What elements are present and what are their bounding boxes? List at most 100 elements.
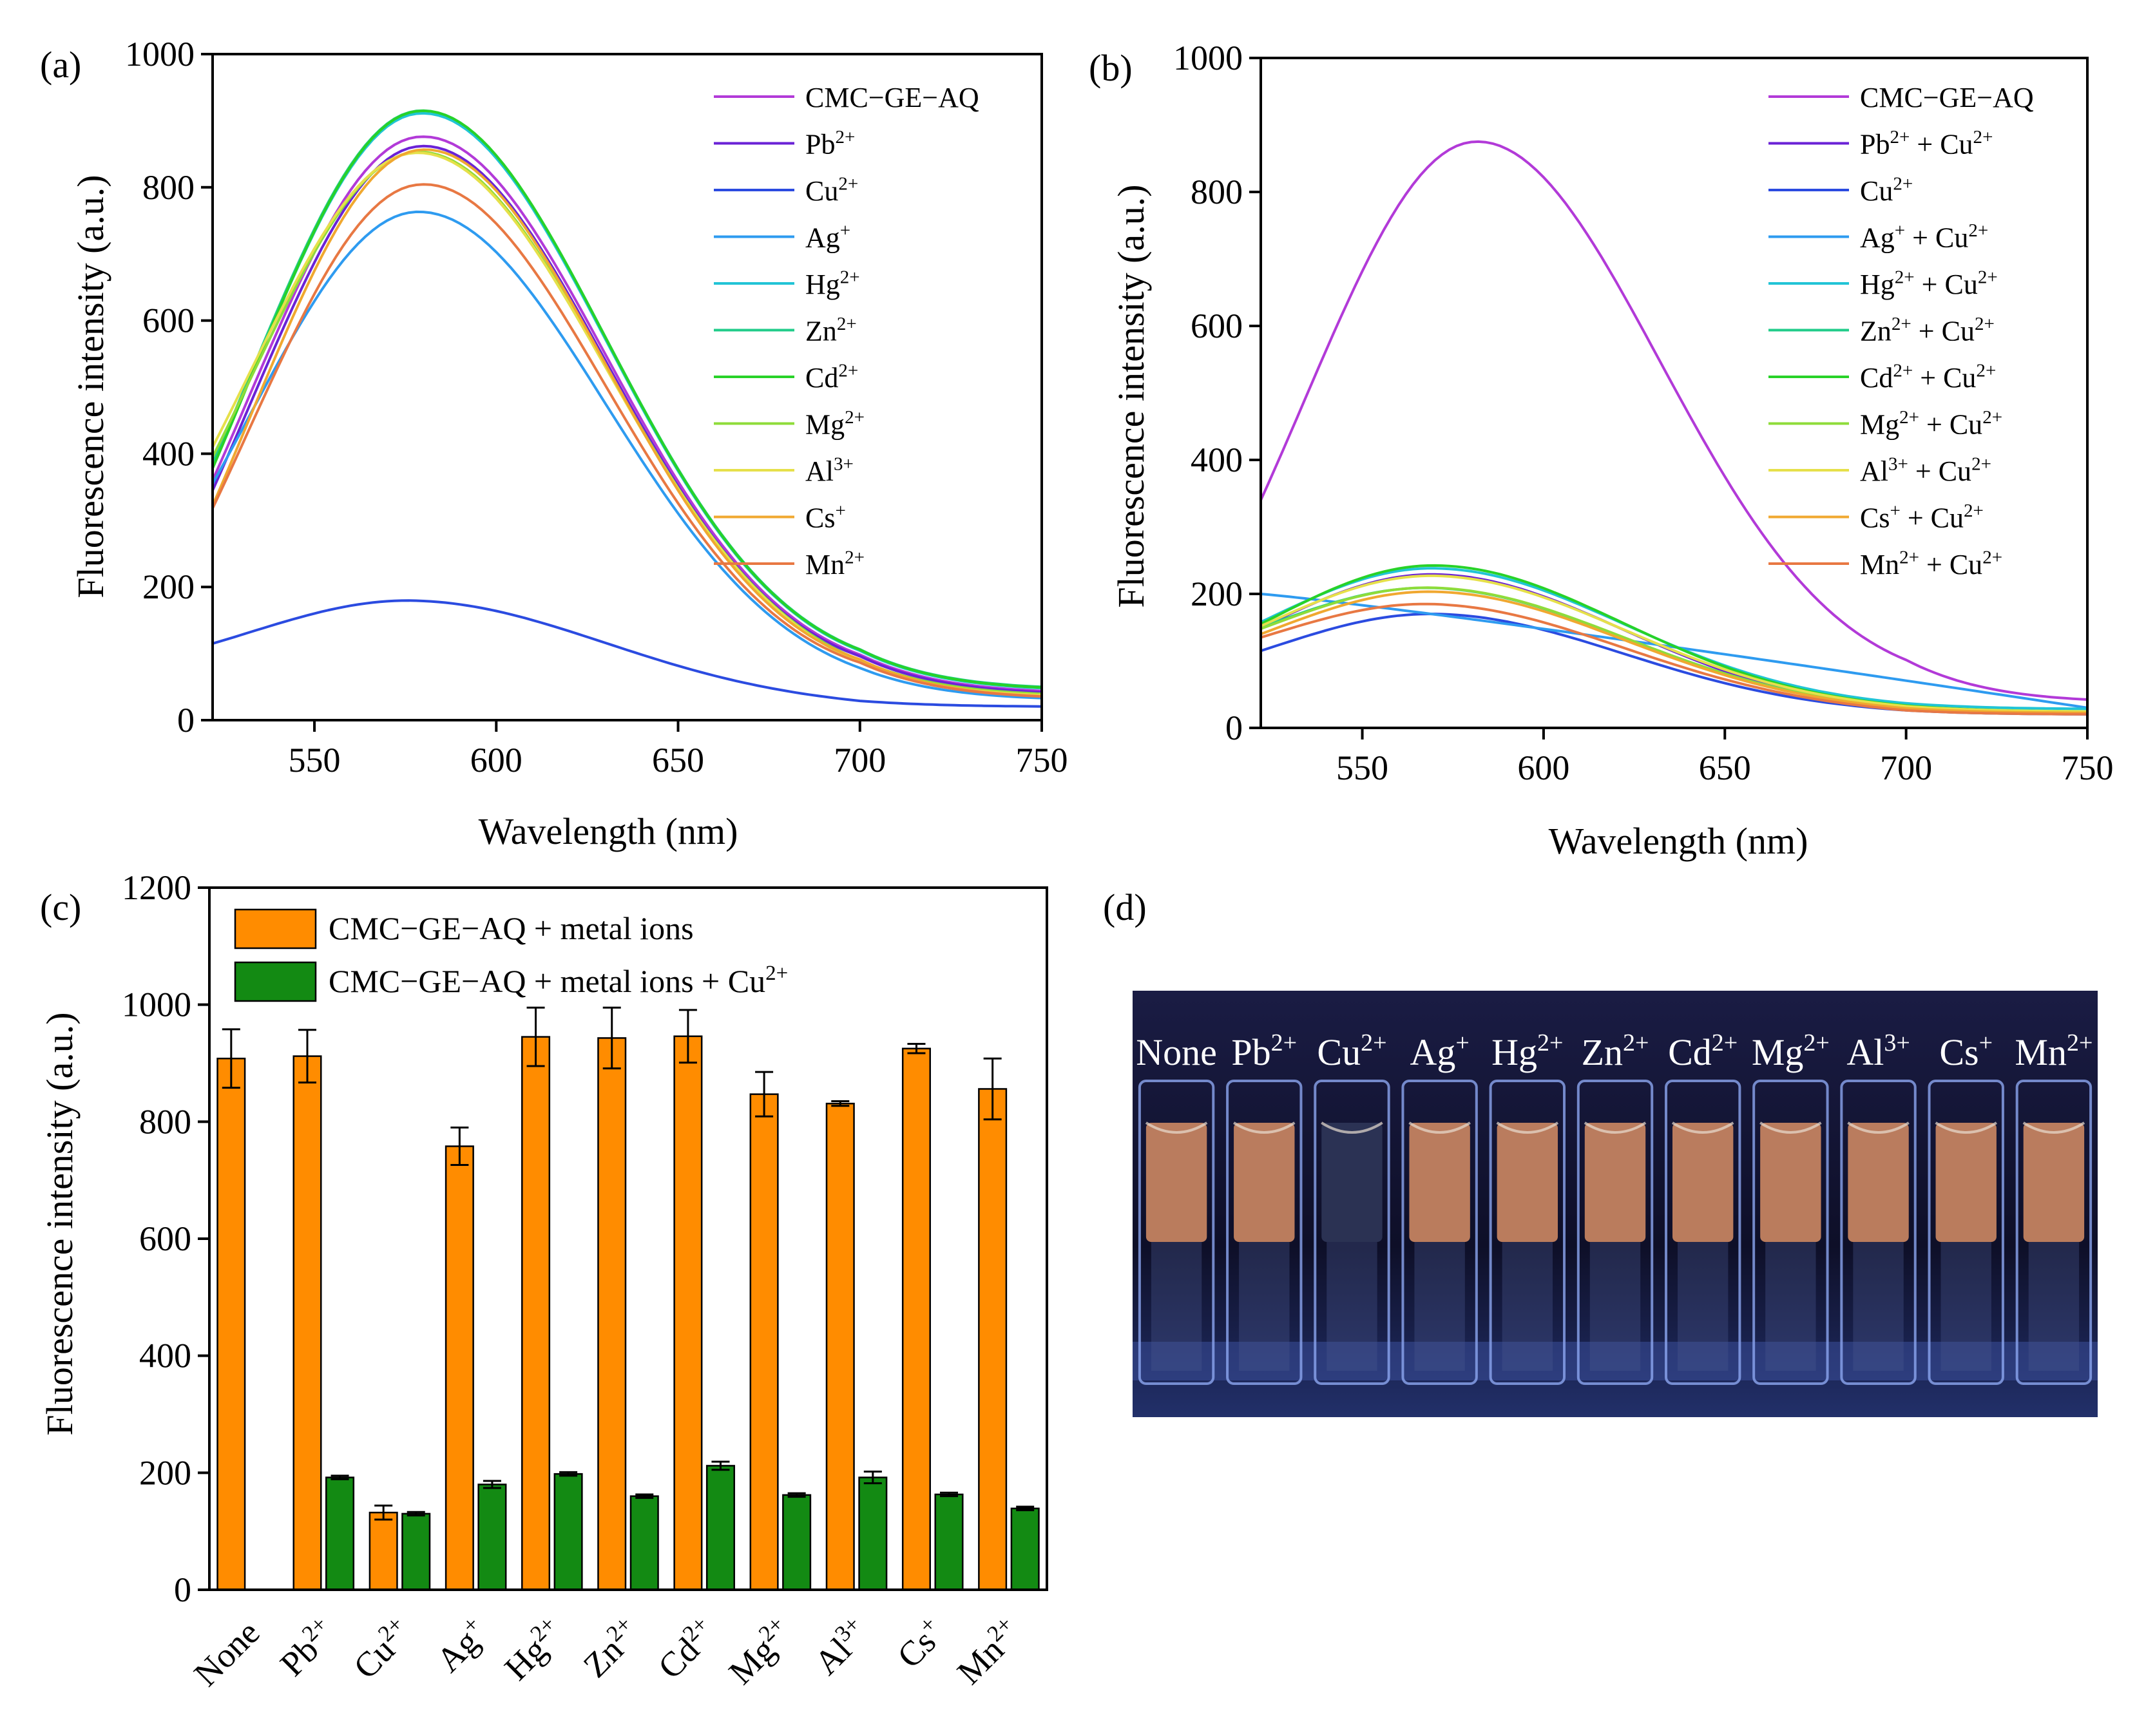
cuvette [1226,1080,1303,1385]
legend-entry: Hg2+ + Cu2+ [1860,267,1998,300]
series-line [211,210,1042,700]
cuvette-lower [1853,1242,1904,1371]
bar [749,1093,779,1591]
cuvette-label: None [1136,1031,1217,1073]
legend-swatch [234,908,317,949]
bar [216,1057,246,1591]
series-line [1260,574,2087,713]
legend-entry: Mg2+ [805,407,865,441]
cuvette [1840,1080,1917,1385]
bar [978,1088,1008,1591]
meniscus [1935,1121,1997,1134]
bar [477,1483,507,1591]
legend-entry: Cu2+ [1860,173,1913,207]
legend-entry: Zn2+ + Cu2+ [1860,314,1995,347]
y-tick-label: 600 [139,1219,191,1258]
bar [858,1476,888,1591]
chart-b-spectra: 550 600 650 700 750 0 200 400 600 800 1000 CMC−GE−… [1110,39,2114,862]
bar [325,1476,355,1591]
legend-entry: Cs+ + Cu2+ [1860,501,1984,534]
cuvette-liquid [1848,1123,1909,1242]
series-line [211,144,1042,694]
cuvette-liquid [1672,1123,1734,1242]
cuvette-liquid [1760,1123,1821,1242]
meniscus [1496,1121,1559,1134]
bar [553,1473,583,1591]
cuvette-lower [1239,1242,1290,1371]
legend-entry: Ag+ + Cu2+ [1860,220,1988,254]
cuvette-label: Hg2+ [1491,1029,1563,1073]
cuvette-lower [1151,1242,1202,1371]
cuvette-photo: None Pb2+ Cu2+ Ag+ Hg2+ Zn2+ Cd2+ Mg2+ Al3+ Cs+ Mn… [1133,991,2098,1417]
legend-entry: Mn2+ [805,547,865,580]
meniscus [1145,1121,1208,1134]
chart-b-ylabel: Fluorescence intensity (a.u.) [1110,184,1152,607]
x-tick-label: 650 [652,741,704,779]
bar [629,1495,659,1591]
x-tick-label: 750 [2062,749,2114,787]
x-tick-label: 650 [1699,749,1751,787]
y-tick-label: 400 [139,1337,191,1375]
chart-c-bars: None Pb2+Cu2+ Ag+Hg2+Zn2+Cd2+Mg2+Al3+ Cs+Mn… [39,868,1048,1693]
series-line [1260,590,2088,714]
y-tick-label: 400 [1191,441,1243,479]
x-tick-label: 550 [289,741,341,779]
y-tick-label: 800 [139,1102,191,1141]
y-tick-label: 400 [142,434,195,473]
cuvette-label: Cu2+ [1317,1029,1386,1073]
y-tick-label: 1000 [122,986,191,1024]
cuvette-lower [1327,1242,1377,1371]
cuvette-lower [2028,1242,2080,1371]
cuvette-liquid [1935,1123,1997,1242]
bar [1010,1507,1040,1591]
y-tick-label: 600 [142,301,195,340]
meniscus [1759,1121,1822,1134]
plot-frame [1260,57,2089,729]
cuvette [1314,1080,1390,1385]
y-tick-label: 0 [1225,709,1243,747]
cuvette-label: Zn2+ [1582,1029,1649,1073]
legend-entry: CMC−GE−AQ + metal ions + Cu2+ [329,962,788,999]
legend-entry: Al3+ + Cu2+ [1860,453,1991,487]
y-tick-label: 600 [1191,307,1243,345]
legend-entry: Cu2+ [805,173,858,207]
legend-entry: CMC−GE−AQ [1860,82,2034,113]
legend-entry: CMC−GE−AQ + metal ions [329,910,694,946]
cuvette-lower [1502,1242,1553,1371]
meniscus [1584,1121,1647,1134]
meniscus [1321,1121,1383,1134]
rack-glow [1133,1342,2098,1380]
y-tick-label: 1200 [122,868,191,907]
bar [597,1037,627,1591]
cuvette [1664,1080,1741,1385]
panel-label-b: (b) [1089,47,1133,89]
chart-c-ylabel: Fluorescence intensity (a.u.) [39,1012,81,1435]
y-tick-label: 200 [1191,575,1243,613]
cuvette-label: Mg2+ [1752,1029,1830,1073]
series-line [1260,602,2087,716]
cuvette [1489,1080,1566,1385]
bar [782,1494,812,1591]
legend-entry: Zn2+ [805,314,857,347]
bar [401,1512,431,1591]
legend-entry: Al3+ [805,453,854,487]
meniscus [1408,1121,1471,1134]
series-line [211,109,1042,689]
bar [825,1102,855,1591]
cuvette-lower [1765,1242,1816,1371]
legend-entry: Mg2+ + Cu2+ [1860,407,2002,441]
cuvette-label: Cs+ [1939,1029,1993,1073]
y-tick-label: 0 [177,701,195,739]
legend-entry: Mn2+ + Cu2+ [1860,547,2002,580]
bar [445,1145,474,1591]
cuvette [1576,1080,1654,1385]
bar [901,1047,931,1591]
legend-entry: Pb2+ [805,127,855,160]
cuvette [1752,1080,1829,1385]
x-tick-label: 600 [1517,749,1569,787]
legend-entry: Pb2+ + Cu2+ [1860,127,1993,160]
y-tick-label: 800 [142,168,195,207]
cuvette-liquid [1409,1123,1470,1242]
cuvette-label: Mn2+ [2015,1029,2093,1073]
x-tick-label: 750 [1016,741,1068,779]
